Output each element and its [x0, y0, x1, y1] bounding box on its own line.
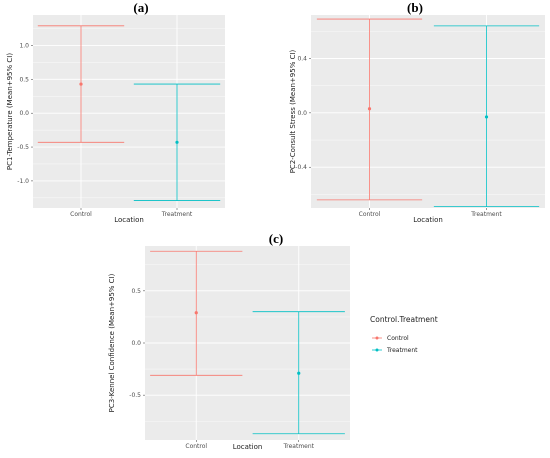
legend: Control.Treatment Control Treatment: [370, 315, 438, 354]
y-axis-title: PC3-Kennel Confidence (Mean+95% CI): [108, 273, 116, 412]
y-tick-label: 0.4: [297, 55, 307, 62]
panel-label: (b): [407, 0, 423, 15]
x-tick-label: Treatment: [161, 211, 193, 218]
y-tick-label: 0.0: [19, 110, 29, 117]
legend-title: Control.Treatment: [370, 315, 438, 324]
x-axis-title: Location: [413, 216, 443, 224]
y-tick-label: -0.4: [295, 164, 307, 171]
legend-label: Treatment: [386, 347, 418, 354]
mean-point: [484, 115, 489, 119]
y-tick-label: 0.0: [131, 340, 141, 347]
errorbar-control: [316, 18, 423, 201]
y-tick-label: -0.5: [17, 144, 29, 151]
y-tick-label: 0.0: [297, 110, 307, 117]
x-tick-label: Control: [70, 211, 92, 218]
legend-key-point: [375, 336, 379, 340]
mean-point: [367, 107, 372, 111]
y-tick-label: 1.0: [19, 42, 29, 49]
mean-point: [175, 140, 179, 144]
chart-panel-3: (c) -0.5 0.0 0.5 Control Treatment Location PC3…: [108, 231, 438, 451]
x-axis-title: Location: [233, 443, 263, 451]
errorbar-control: [150, 250, 243, 376]
errorbar-treatment: [133, 83, 221, 201]
errorbar-treatment: [433, 25, 540, 208]
legend-label: Control: [387, 335, 409, 342]
x-tick-label: Control: [359, 211, 381, 218]
errorbar-treatment: [252, 311, 345, 435]
y-axis-title: PC2-Consult Stress (Mean+95% CI): [289, 49, 297, 173]
x-tick-label: Treatment: [470, 211, 502, 218]
y-tick-label: -0.5: [129, 392, 141, 399]
mean-point: [297, 371, 301, 375]
mean-point: [194, 311, 198, 315]
errorbar-control: [37, 25, 125, 143]
mean-point: [79, 82, 83, 86]
x-tick-label: Control: [185, 443, 207, 450]
y-tick-label: 0.5: [131, 288, 141, 295]
legend-key-point: [375, 348, 379, 352]
chart-panel-1: (a) -1.0 -0.5 0.0 0.5 1.0 Control Treatment Loca…: [6, 0, 225, 224]
panel-label: (a): [133, 0, 148, 15]
x-tick-label: Treatment: [282, 443, 314, 450]
plot-background: [33, 15, 225, 208]
panel-label: (c): [269, 231, 283, 246]
x-axis-title: Location: [114, 216, 144, 224]
y-tick-label: -1.0: [17, 178, 29, 185]
y-tick-label: 0.5: [19, 76, 29, 83]
plot-background: [311, 15, 545, 208]
chart-panel-2: (b) -0.4 0.0 0.4 Control Treatment Location PC2…: [289, 0, 545, 224]
y-axis-title: PC1-Temperature (Mean+95% CI): [6, 53, 14, 170]
